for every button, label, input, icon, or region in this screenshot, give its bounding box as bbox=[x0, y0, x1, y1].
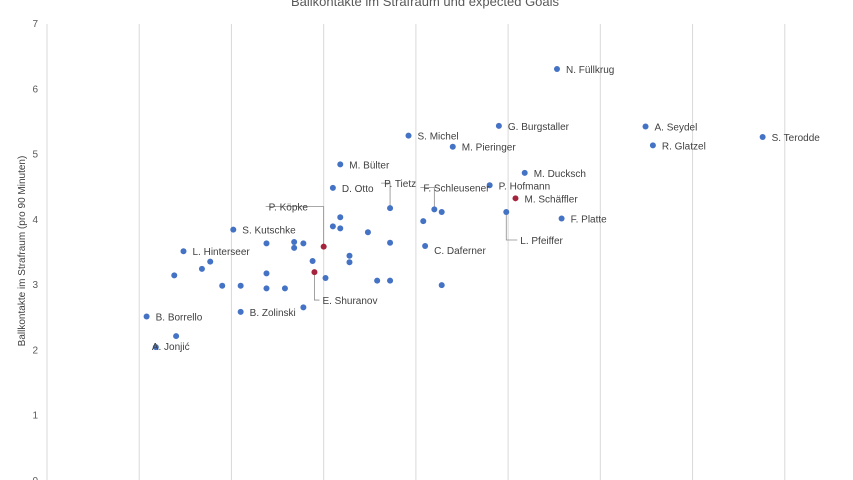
label-leader-line bbox=[505, 212, 518, 241]
y-tick-label: 4 bbox=[32, 215, 38, 226]
data-points bbox=[143, 66, 766, 351]
data-label: R. Glatzel bbox=[662, 141, 706, 152]
data-point bbox=[521, 169, 528, 176]
data-point bbox=[553, 66, 560, 73]
data-label: B. Zolinski bbox=[250, 308, 296, 319]
data-label: F. Schleusener bbox=[423, 183, 490, 194]
data-labels: N. Füllkrug G. Burgstaller A. Seydel S. Ter… bbox=[152, 65, 820, 353]
data-label: A. Jonjić bbox=[152, 342, 190, 353]
data-point bbox=[438, 282, 445, 289]
data-point bbox=[503, 209, 510, 216]
data-point bbox=[300, 304, 307, 311]
y-axis-title: Ballkontakte im Strafraum (pro 90 Minute… bbox=[17, 156, 28, 347]
data-label: L. Hinterseer bbox=[192, 247, 250, 258]
data-point bbox=[431, 206, 438, 213]
data-label: M. Pieringer bbox=[462, 143, 517, 154]
data-point bbox=[512, 195, 519, 202]
data-point bbox=[495, 122, 502, 129]
data-point bbox=[152, 344, 159, 351]
y-tick-label: 2 bbox=[32, 345, 38, 356]
data-label: A. Seydel bbox=[655, 122, 698, 133]
data-point bbox=[337, 161, 344, 168]
y-tick-label: 6 bbox=[32, 84, 38, 95]
data-point bbox=[291, 244, 298, 251]
data-label: P. Hofmann bbox=[499, 181, 551, 192]
data-label: S. Kutschke bbox=[242, 226, 296, 237]
data-point bbox=[422, 242, 429, 249]
data-point bbox=[642, 123, 649, 130]
data-point bbox=[320, 243, 327, 250]
data-point bbox=[281, 285, 288, 292]
label-leaders bbox=[265, 182, 518, 301]
data-point bbox=[329, 223, 336, 230]
data-point bbox=[346, 259, 353, 266]
gridlines bbox=[46, 24, 786, 480]
data-point bbox=[143, 313, 150, 320]
data-point bbox=[311, 269, 318, 276]
data-label: M. Ducksch bbox=[534, 169, 586, 180]
data-point bbox=[337, 225, 344, 232]
label-leader-line bbox=[420, 187, 435, 210]
data-point bbox=[291, 239, 298, 246]
y-tick-label: 7 bbox=[32, 19, 38, 30]
data-point bbox=[486, 182, 493, 189]
data-label: S. Michel bbox=[418, 132, 459, 143]
data-point bbox=[237, 308, 244, 315]
data-point bbox=[405, 132, 412, 139]
data-label: G. Burgstaller bbox=[508, 122, 570, 133]
data-label: L. Pfeiffer bbox=[520, 236, 563, 247]
data-point bbox=[374, 277, 381, 284]
data-label: C. Daferner bbox=[434, 246, 486, 257]
data-label: N. Füllkrug bbox=[566, 65, 614, 76]
data-point bbox=[337, 214, 344, 221]
data-point bbox=[346, 252, 353, 259]
data-label: F. Platte bbox=[571, 215, 608, 226]
data-point bbox=[309, 257, 316, 264]
data-point bbox=[173, 333, 180, 340]
data-label: M. Bülter bbox=[349, 160, 390, 171]
y-tick-label: 3 bbox=[32, 280, 38, 291]
data-point bbox=[438, 209, 445, 216]
y-tick-label: 0 bbox=[32, 476, 38, 480]
y-axis-ticks: 0 1 2 3 4 5 6 7 bbox=[32, 19, 38, 480]
data-point bbox=[649, 142, 656, 149]
chart-title: Ballkontakte im Strafraum und expected G… bbox=[291, 0, 560, 9]
data-label: S. Terodde bbox=[772, 133, 821, 144]
data-label: B. Borrello bbox=[156, 312, 203, 323]
data-point bbox=[387, 205, 394, 212]
data-point bbox=[558, 215, 565, 222]
label-leader-line bbox=[381, 182, 391, 209]
data-point bbox=[387, 239, 394, 246]
data-label: P. Tietz bbox=[384, 179, 416, 190]
data-point bbox=[263, 285, 270, 292]
data-point bbox=[263, 240, 270, 247]
data-label: P. Köpke bbox=[269, 203, 309, 214]
y-tick-label: 5 bbox=[32, 150, 38, 161]
data-point bbox=[449, 143, 456, 150]
data-point bbox=[329, 184, 336, 191]
data-point bbox=[237, 282, 244, 289]
data-point bbox=[198, 265, 205, 272]
data-label: E. Shuranov bbox=[322, 296, 377, 307]
data-label: M. Schäffler bbox=[524, 194, 578, 205]
y-tick-label: 1 bbox=[32, 411, 38, 422]
data-point bbox=[171, 272, 178, 279]
data-point bbox=[420, 218, 427, 225]
label-leader-line bbox=[265, 206, 325, 247]
data-point bbox=[207, 258, 214, 265]
data-point bbox=[759, 133, 766, 140]
data-point bbox=[300, 240, 307, 247]
data-label: D. Otto bbox=[342, 184, 374, 195]
data-point bbox=[230, 226, 237, 233]
data-point bbox=[263, 270, 270, 277]
data-point bbox=[322, 274, 329, 281]
data-point bbox=[180, 248, 187, 255]
data-point bbox=[387, 277, 394, 284]
data-point bbox=[364, 229, 371, 236]
data-point bbox=[219, 282, 226, 289]
label-leader-line bbox=[314, 272, 320, 301]
